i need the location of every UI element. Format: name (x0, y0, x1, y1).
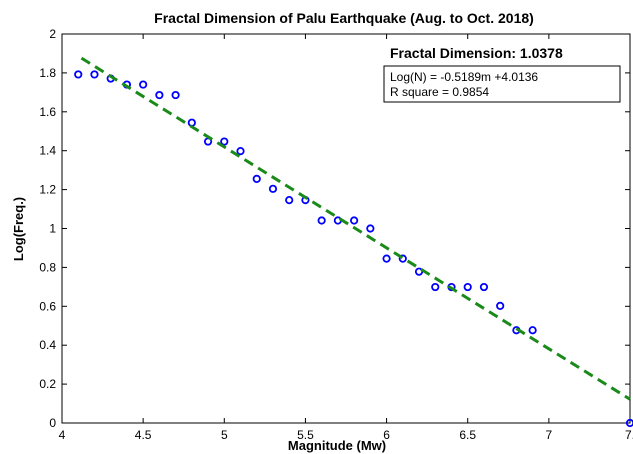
data-point (398, 254, 407, 263)
data-point (496, 301, 505, 311)
y-tick-label: 2 (49, 27, 56, 41)
data-point (74, 70, 83, 79)
y-tick-label: 1.4 (39, 144, 56, 158)
data-point (187, 118, 196, 127)
data-point (252, 174, 261, 184)
data-point (285, 196, 294, 205)
y-tick-label: 0.2 (39, 377, 56, 391)
data-point (479, 282, 489, 292)
chart-title: Fractal Dimension of Palu Earthquake (Au… (154, 10, 534, 26)
data-points (74, 70, 633, 428)
axis-ticks: 4 4.5 5 5.5 6 6.5 7 7. 0 0.2 0.4 0.6 0.8 1 1.2 1.4 1.6 1.… (39, 27, 633, 442)
y-tick-label: 0.6 (39, 299, 56, 313)
fit-line (80, 56, 631, 401)
data-point (220, 137, 229, 146)
x-tick-label: 7. (625, 428, 633, 442)
x-tick-label: 5 (221, 428, 228, 442)
y-axis-label: Log(Freq.) (11, 197, 26, 261)
y-tick-label: 1.2 (39, 183, 56, 197)
y-tick-label: 1.8 (39, 66, 56, 80)
x-tick-label: 5.5 (297, 428, 314, 442)
data-point (90, 70, 99, 79)
data-point (431, 282, 440, 292)
data-point (155, 90, 164, 100)
x-axis-label: Magnitude (Mw) (288, 438, 386, 453)
data-point (366, 224, 375, 233)
y-tick-label: 1.6 (39, 105, 56, 119)
y-tick-label: 0.4 (39, 338, 56, 352)
regression-box (383, 65, 621, 103)
x-tick-label: 6 (383, 428, 390, 442)
x-tick-label: 4.5 (135, 428, 152, 442)
data-point (139, 80, 148, 89)
r-square-text: R square = 0.9854 (390, 85, 489, 99)
x-tick-label: 6.5 (459, 428, 476, 442)
data-point (382, 254, 391, 263)
fit-line-group (80, 56, 631, 401)
data-point (317, 216, 326, 225)
x-tick-label: 7 (546, 428, 553, 442)
data-point (236, 146, 245, 156)
fractal-dimension-label: Fractal Dimension: 1.0378 (390, 45, 563, 61)
data-point (528, 326, 537, 335)
x-tick-label: 4 (59, 428, 66, 442)
y-tick-label: 0 (49, 416, 56, 430)
equation-text: Log(N) = -0.5189m +4.0136 (390, 70, 538, 84)
data-point (171, 90, 180, 100)
data-point (625, 418, 633, 428)
data-point (350, 216, 359, 225)
y-tick-label: 1 (49, 222, 56, 236)
data-point (268, 184, 278, 193)
data-point (463, 282, 472, 292)
y-tick-label: 0.8 (39, 260, 56, 274)
